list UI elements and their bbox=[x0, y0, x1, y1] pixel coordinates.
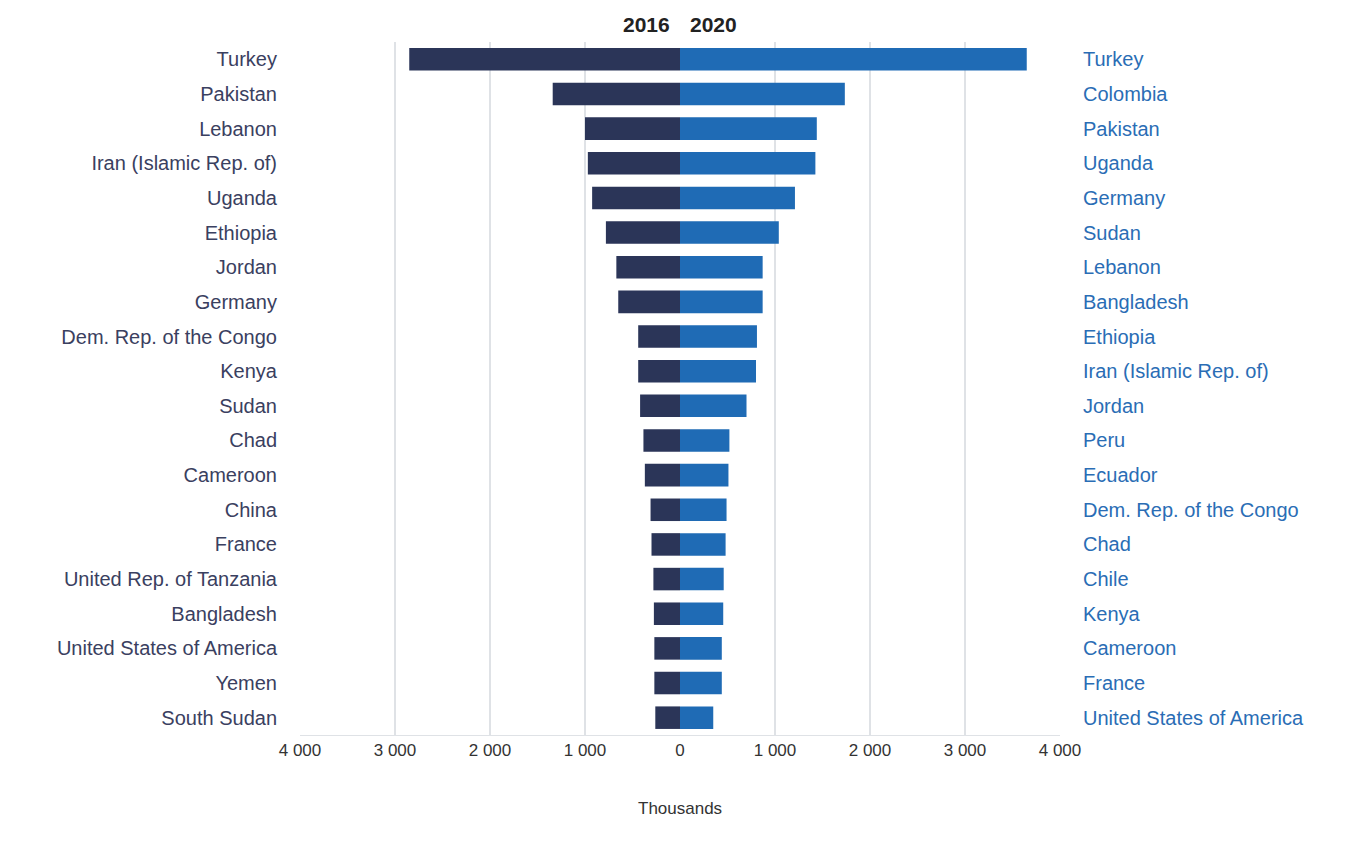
svg-text:United States of America: United States of America bbox=[57, 637, 278, 659]
svg-text:Dem. Rep. of the Congo: Dem. Rep. of the Congo bbox=[61, 326, 277, 348]
svg-text:France: France bbox=[215, 533, 277, 555]
svg-text:Peru: Peru bbox=[1083, 429, 1125, 451]
svg-text:Sudan: Sudan bbox=[1083, 222, 1141, 244]
svg-text:2 000: 2 000 bbox=[849, 741, 892, 760]
svg-text:Lebanon: Lebanon bbox=[199, 118, 277, 140]
svg-text:France: France bbox=[1083, 672, 1145, 694]
svg-text:Turkey: Turkey bbox=[1083, 48, 1143, 70]
svg-text:Lebanon: Lebanon bbox=[1083, 256, 1161, 278]
svg-text:Germany: Germany bbox=[195, 291, 277, 313]
svg-text:Chad: Chad bbox=[229, 429, 277, 451]
svg-text:Pakistan: Pakistan bbox=[1083, 118, 1160, 140]
svg-text:Pakistan: Pakistan bbox=[200, 83, 277, 105]
svg-text:Cameroon: Cameroon bbox=[184, 464, 277, 486]
svg-text:Kenya: Kenya bbox=[220, 360, 278, 382]
svg-text:Dem. Rep. of the Congo: Dem. Rep. of the Congo bbox=[1083, 499, 1299, 521]
svg-text:2 000: 2 000 bbox=[469, 741, 512, 760]
svg-text:Germany: Germany bbox=[1083, 187, 1165, 209]
svg-text:4 000: 4 000 bbox=[279, 741, 322, 760]
svg-text:Sudan: Sudan bbox=[219, 395, 277, 417]
svg-text:Turkey: Turkey bbox=[217, 48, 277, 70]
svg-text:3 000: 3 000 bbox=[944, 741, 987, 760]
svg-text:4 000: 4 000 bbox=[1039, 741, 1082, 760]
svg-text:Uganda: Uganda bbox=[207, 187, 278, 209]
svg-text:Bangladesh: Bangladesh bbox=[1083, 291, 1189, 313]
svg-text:Iran (Islamic Rep. of): Iran (Islamic Rep. of) bbox=[1083, 360, 1269, 382]
svg-text:Bangladesh: Bangladesh bbox=[171, 603, 277, 625]
svg-text:2016: 2016 bbox=[623, 13, 670, 36]
svg-text:United Rep. of Tanzania: United Rep. of Tanzania bbox=[64, 568, 278, 590]
svg-text:Ecuador: Ecuador bbox=[1083, 464, 1158, 486]
svg-text:3 000: 3 000 bbox=[374, 741, 417, 760]
svg-text:Colombia: Colombia bbox=[1083, 83, 1168, 105]
svg-text:Jordan: Jordan bbox=[216, 256, 277, 278]
svg-text:2020: 2020 bbox=[690, 13, 737, 36]
svg-text:Uganda: Uganda bbox=[1083, 152, 1154, 174]
svg-text:Chad: Chad bbox=[1083, 533, 1131, 555]
svg-text:Thousands: Thousands bbox=[638, 799, 722, 818]
svg-text:United States of America: United States of America bbox=[1083, 707, 1304, 729]
svg-text:Cameroon: Cameroon bbox=[1083, 637, 1176, 659]
svg-text:Kenya: Kenya bbox=[1083, 603, 1141, 625]
svg-text:South Sudan: South Sudan bbox=[161, 707, 277, 729]
svg-text:1 000: 1 000 bbox=[564, 741, 607, 760]
svg-text:1 000: 1 000 bbox=[754, 741, 797, 760]
svg-text:0: 0 bbox=[675, 741, 684, 760]
svg-text:Iran (Islamic Rep. of): Iran (Islamic Rep. of) bbox=[91, 152, 277, 174]
svg-text:China: China bbox=[225, 499, 278, 521]
svg-text:Jordan: Jordan bbox=[1083, 395, 1144, 417]
svg-text:Ethiopia: Ethiopia bbox=[205, 222, 278, 244]
svg-text:Yemen: Yemen bbox=[215, 672, 277, 694]
svg-text:Ethiopia: Ethiopia bbox=[1083, 326, 1156, 348]
svg-text:Chile: Chile bbox=[1083, 568, 1129, 590]
